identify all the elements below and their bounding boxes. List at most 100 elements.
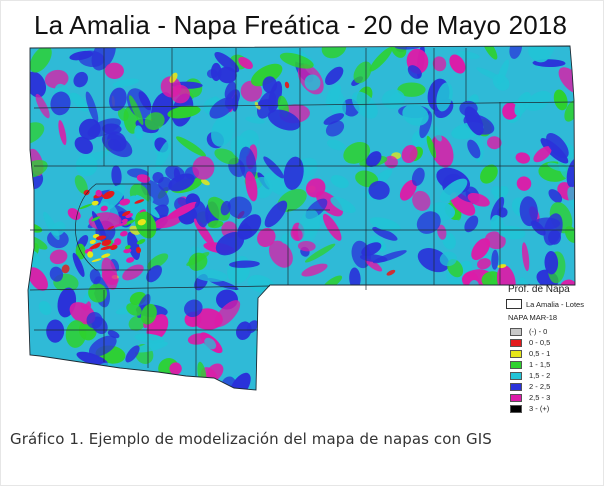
depth-patch	[329, 333, 337, 350]
depth-patch	[74, 175, 88, 195]
depth-patch	[91, 258, 102, 263]
depth-patch	[325, 66, 344, 86]
depth-patch	[564, 99, 575, 122]
depth-patch	[304, 243, 336, 263]
depth-patch	[301, 263, 328, 277]
depth-patch	[369, 47, 393, 72]
depth-patch	[386, 340, 397, 355]
depth-patch	[553, 89, 568, 111]
lot-boundaries	[27, 45, 576, 391]
depth-patch	[386, 339, 411, 370]
depth-patch	[273, 340, 294, 363]
depth-patch	[283, 156, 304, 190]
depth-patch	[176, 136, 206, 157]
depth-patch	[28, 159, 48, 178]
depth-patch	[74, 136, 93, 155]
legend-swatch	[510, 360, 522, 369]
legend-class-5: 2 - 2,5	[510, 381, 600, 392]
depth-patch	[472, 359, 493, 390]
depth-patch	[73, 71, 88, 88]
map-title: La Amalia - Napa Freática - 20 de Mayo 2…	[34, 10, 568, 40]
legend-class-label: 0 - 0,5	[529, 338, 551, 347]
depth-patch	[417, 303, 444, 314]
depth-patch	[313, 371, 348, 389]
depth-patch	[140, 303, 157, 325]
depth-patch	[67, 208, 81, 221]
depth-patch	[28, 71, 47, 98]
depth-patch	[263, 156, 284, 179]
depth-patch	[533, 146, 552, 163]
depth-patch	[397, 332, 416, 346]
depth-patch	[89, 268, 101, 285]
depth-patch	[95, 189, 102, 197]
depth-patch	[169, 72, 178, 83]
depth-patch	[128, 95, 144, 125]
depth-patch	[107, 225, 115, 230]
depth-patch	[268, 240, 293, 268]
depth-patch	[368, 180, 390, 200]
depth-patch	[127, 231, 141, 260]
depth-patch	[207, 220, 224, 229]
legend-class-4: 1,5 - 2	[510, 370, 600, 381]
depth-patch	[394, 311, 410, 330]
depth-patch	[436, 82, 453, 112]
legend-classes: (-) - 0 0 - 0,5 0,5 - 1 1 - 1,5 1,5 - 2 …	[506, 326, 600, 414]
depth-patch	[100, 205, 108, 212]
depth-patch	[360, 324, 373, 356]
depth-patch	[91, 216, 101, 222]
depth-patch	[263, 172, 292, 197]
depth-patch	[114, 222, 128, 227]
depth-patch	[56, 381, 72, 390]
depth-patch	[473, 310, 491, 327]
depth-patch	[439, 178, 468, 202]
depth-patch	[490, 196, 505, 222]
depth-patch	[321, 46, 347, 59]
depth-patch	[319, 340, 345, 356]
depth-patch	[468, 365, 489, 376]
depth-patch	[289, 290, 312, 308]
depth-patch	[471, 382, 482, 388]
depth-patch	[114, 238, 122, 246]
depth-patch	[194, 200, 208, 228]
depth-patch	[477, 258, 491, 270]
depth-patch	[304, 74, 321, 91]
depth-patch	[464, 106, 484, 136]
depth-patch	[395, 300, 413, 318]
legend-class-label: 2,5 - 3	[529, 393, 551, 402]
depth-patch	[376, 307, 401, 334]
depth-patch	[124, 245, 131, 250]
depth-patch	[343, 350, 358, 366]
depth-patch	[126, 257, 135, 263]
depth-patch	[366, 151, 382, 168]
depth-patch	[349, 293, 358, 309]
depth-patch	[326, 139, 346, 151]
depth-patch	[330, 196, 356, 214]
depth-patch	[402, 354, 424, 376]
depth-patch	[50, 91, 71, 116]
depth-patch	[152, 172, 164, 184]
depth-patch	[384, 155, 398, 169]
depth-patch	[498, 225, 526, 240]
depth-patch	[297, 209, 320, 245]
depth-patch	[79, 151, 109, 164]
depth-patch	[136, 174, 151, 183]
depth-patch	[44, 69, 69, 89]
depth-patch	[69, 50, 94, 61]
depth-patch	[330, 174, 349, 189]
depth-patch	[137, 211, 147, 217]
depth-patch	[169, 362, 182, 375]
depth-patch	[450, 192, 476, 216]
depth-patch	[407, 65, 422, 79]
depth-patch	[46, 319, 65, 343]
depth-patch	[89, 239, 96, 244]
depth-patch	[464, 215, 479, 233]
depth-patch	[469, 302, 498, 326]
depth-patch	[399, 179, 417, 201]
depth-patch	[264, 200, 288, 228]
depth-patch	[259, 319, 269, 344]
depth-patch	[325, 120, 345, 137]
figure-caption: Gráfico 1. Ejemplo de modelización del m…	[10, 430, 492, 448]
depth-patch	[312, 296, 343, 312]
depth-patch	[351, 91, 378, 119]
